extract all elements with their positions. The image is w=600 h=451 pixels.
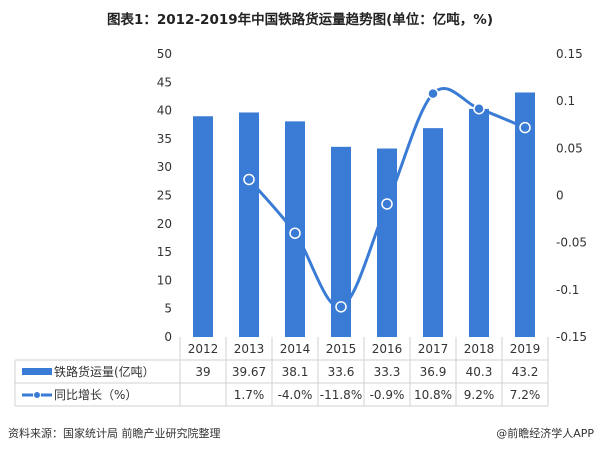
left-axis-tick: 0 (164, 330, 172, 344)
bar-data-label: 43.2 (512, 365, 539, 379)
growth-point (381, 198, 393, 210)
legend-bar-label: 铁路货运量(亿吨） (54, 364, 155, 379)
growth-point (519, 121, 531, 134)
growth-point (473, 102, 485, 115)
right-axis-tick: 0 (556, 189, 564, 203)
bar (377, 148, 397, 337)
bar-data-label: 33.3 (374, 365, 401, 379)
line-data-label: 10.8% (414, 388, 452, 402)
bar (515, 92, 535, 337)
left-axis-tick: 40 (157, 104, 172, 118)
line-data-label: -0.9% (370, 388, 405, 402)
line-data-label: 1.7% (234, 388, 265, 402)
category-label: 2015 (326, 342, 357, 356)
chart-title: 图表1：2012-2019年中国铁路货运量趋势图(单位：亿吨，%) (106, 12, 493, 28)
category-label: 2018 (464, 342, 495, 356)
category-label: 2017 (418, 342, 449, 356)
bar (469, 108, 489, 337)
category-label: 2012 (188, 342, 219, 356)
left-axis-tick: 15 (157, 245, 172, 259)
right-axis-tick: 0.15 (556, 47, 583, 61)
left-axis-tick: 25 (157, 189, 172, 203)
growth-point (289, 227, 301, 239)
line-data-label: 9.2% (464, 388, 495, 402)
bar-data-label: 39.67 (232, 365, 266, 379)
category-label: 2016 (372, 342, 403, 356)
left-axis-tick: 35 (157, 132, 172, 146)
category-label: 2013 (234, 342, 265, 356)
left-axis-tick: 30 (157, 160, 172, 174)
bar-data-label: 39 (195, 365, 210, 379)
left-axis-tick: 20 (157, 217, 172, 231)
right-axis-tick: -0.1 (556, 283, 579, 297)
legend-bar-key (22, 368, 52, 375)
line-data-label: 7.2% (510, 388, 541, 402)
bar (193, 116, 213, 337)
growth-point (427, 87, 439, 100)
growth-point (335, 301, 347, 313)
left-axis-tick: 50 (157, 47, 172, 61)
source-note: 资料来源：国家统计局 前瞻产业研究院整理 (8, 427, 221, 440)
growth-point (243, 173, 255, 186)
legend-line-label: 同比增长（%） (54, 388, 137, 402)
bar-data-label: 40.3 (466, 365, 493, 379)
bar (423, 128, 443, 337)
credit-note: @前瞻经济学人APP (496, 427, 594, 440)
right-axis-tick: -0.15 (556, 330, 587, 344)
bar (331, 146, 351, 337)
line-data-label: -4.0% (278, 388, 313, 402)
category-label: 2019 (510, 342, 541, 356)
category-label: 2014 (280, 342, 311, 356)
left-axis-tick: 5 (164, 302, 172, 316)
right-axis-tick: 0.05 (556, 141, 583, 155)
right-axis-tick: 0.1 (556, 94, 575, 108)
bar-data-label: 36.9 (420, 365, 447, 379)
left-axis-tick: 45 (157, 75, 172, 89)
bar-data-label: 33.6 (328, 365, 355, 379)
line-data-label: -11.8% (320, 388, 362, 402)
left-axis-tick: 10 (157, 273, 172, 287)
bar-data-label: 38.1 (282, 365, 309, 379)
bar (239, 112, 259, 337)
right-axis-tick: -0.05 (556, 236, 587, 250)
legend-line-marker (33, 391, 41, 399)
